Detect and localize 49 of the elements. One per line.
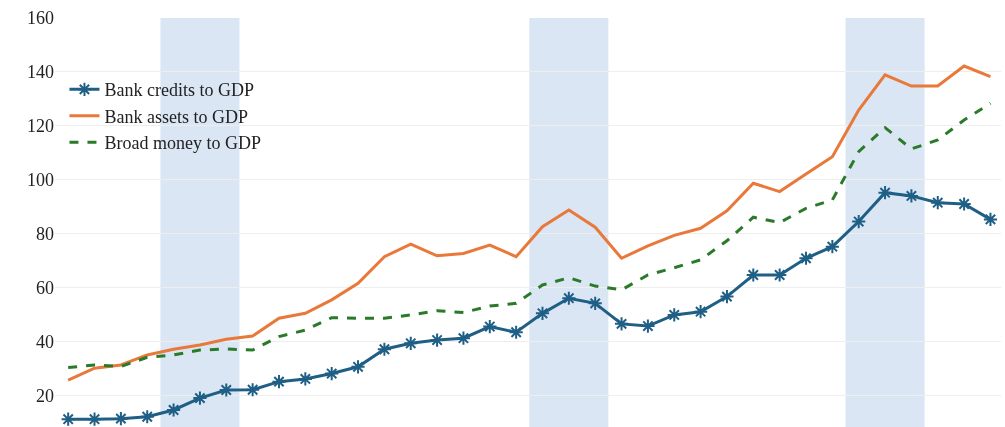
point — [640, 318, 656, 334]
point — [192, 390, 208, 406]
point — [139, 409, 155, 425]
y-tick-label: 160 — [27, 8, 54, 29]
point — [903, 188, 920, 204]
point — [877, 185, 893, 201]
y-tick-label: 140 — [27, 62, 54, 83]
point — [271, 374, 287, 390]
point — [851, 213, 867, 230]
point — [113, 411, 129, 427]
point — [376, 341, 392, 357]
point — [534, 305, 551, 321]
y-tick-label: 40 — [36, 332, 54, 353]
y-tick-label: 120 — [27, 116, 54, 137]
point — [719, 289, 735, 305]
point — [561, 290, 577, 306]
point — [429, 332, 445, 348]
y-tick-label: 80 — [36, 224, 54, 245]
point — [482, 318, 498, 335]
point — [297, 371, 313, 387]
point — [930, 195, 946, 211]
point — [772, 267, 788, 283]
point — [508, 324, 524, 340]
point — [982, 211, 999, 227]
point — [745, 267, 761, 283]
point — [798, 250, 814, 266]
point — [587, 295, 603, 311]
point — [455, 330, 472, 346]
point — [693, 304, 709, 320]
point — [165, 402, 182, 418]
point — [666, 307, 682, 323]
point — [403, 335, 419, 351]
point — [613, 316, 630, 332]
point — [86, 411, 103, 427]
point — [245, 382, 261, 398]
y-tick-label: 60 — [36, 278, 54, 299]
legend-label: Broad money to GDP — [104, 133, 261, 154]
legend-label: Bank credits to GDP — [104, 80, 254, 101]
point — [218, 382, 234, 398]
line-series — [66, 101, 992, 370]
line-series — [66, 64, 992, 382]
point — [350, 359, 366, 375]
y-tick-label: 100 — [27, 170, 54, 191]
point — [324, 365, 340, 382]
point — [956, 196, 972, 212]
point — [824, 239, 840, 255]
legend-label: Bank assets to GDP — [104, 106, 248, 127]
point — [60, 411, 76, 427]
y-tick-label: 20 — [36, 386, 54, 407]
